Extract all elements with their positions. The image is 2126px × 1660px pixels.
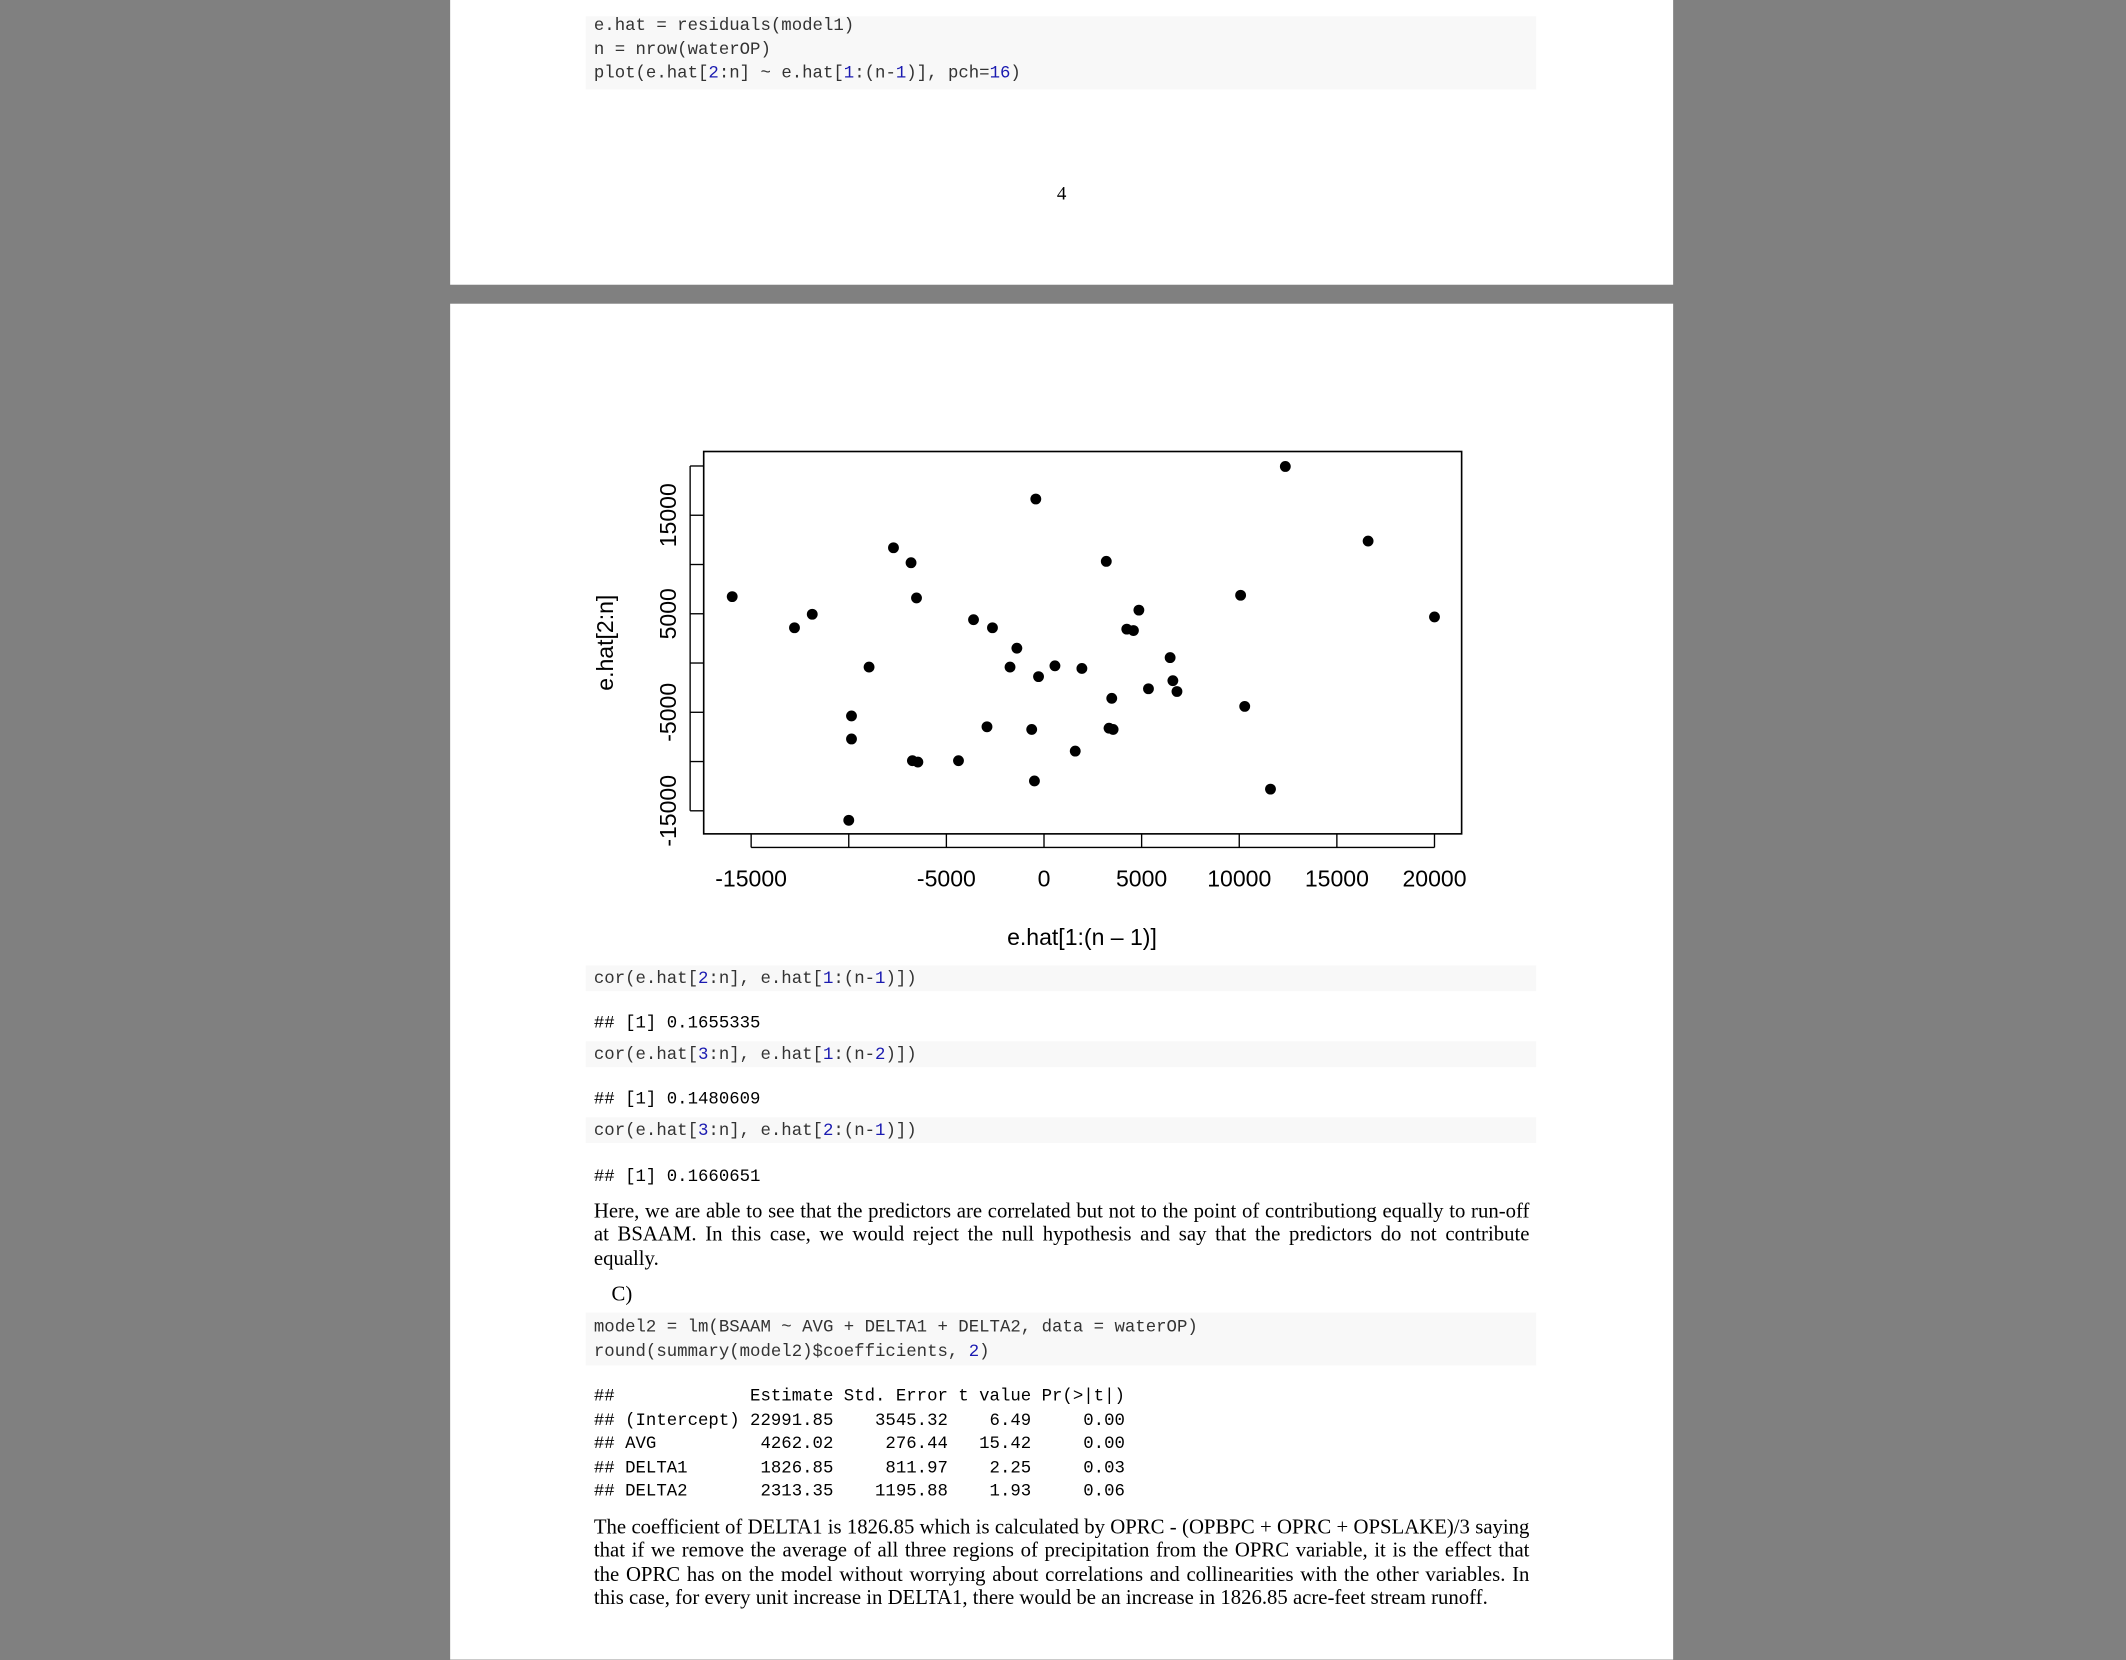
point — [1076, 663, 1088, 674]
output-line: ## [1] 0.1655335 — [593, 1012, 761, 1034]
x-tick-label: 10000 — [1207, 866, 1271, 892]
plot-frame — [702, 450, 1463, 835]
x-axis-label: e.hat[1:(n – 1)] — [1007, 924, 1157, 950]
code-line: n = nrow(waterOP) — [593, 38, 771, 60]
code-line: round(summary(model2)$coefficients, 2) — [593, 1340, 990, 1361]
point — [1030, 493, 1042, 505]
code-line: cor(e.hat[3:n], e.hat[1:(n-2)]) — [593, 1044, 917, 1065]
output-line: ## [1] 0.1480609 — [593, 1088, 761, 1110]
point — [806, 608, 818, 620]
y-tick-label: 15000 — [655, 483, 681, 547]
point — [846, 710, 857, 722]
point — [1362, 535, 1374, 547]
x-tick-label: -15000 — [715, 866, 787, 892]
point — [1011, 642, 1023, 654]
code-block — [585, 1041, 1537, 1068]
point — [1143, 683, 1154, 695]
x-tick-label: 20000 — [1402, 866, 1466, 892]
x-tick-label: -5000 — [917, 866, 976, 892]
y-tick-label: -15000 — [655, 775, 681, 847]
code-block — [585, 16, 1537, 90]
page-number: 4 — [1056, 184, 1067, 205]
x-tick-label: 5000 — [1116, 866, 1167, 892]
x-tick-label: 0 — [1038, 866, 1051, 892]
point — [1171, 686, 1183, 697]
table-row: ## DELTA2 2313.35 1195.88 1.93 0.06 — [593, 1481, 1125, 1502]
section-label: C) — [611, 1282, 633, 1306]
point — [987, 622, 998, 634]
point — [1133, 604, 1145, 616]
point — [1279, 461, 1291, 472]
y-axis-label: e.hat[2:n] — [592, 595, 618, 691]
point — [981, 721, 993, 733]
code-block — [585, 965, 1537, 992]
point — [1167, 675, 1179, 687]
table-row: ## Estimate Std. Error t value Pr(>|t|) — [593, 1385, 1125, 1407]
code-line: e.hat = residuals(model1) — [593, 14, 855, 36]
point — [1033, 671, 1044, 683]
scatter-plot: e.hat[1:(n – 1)] e.hat[2:n] -15000 -5000 0… — [592, 450, 1467, 950]
table-row: ## AVG 4262.02 276.44 15.42 0.00 — [593, 1433, 1125, 1454]
point — [1106, 692, 1118, 704]
table-row: ## DELTA1 1826.85 811.97 2.25 0.03 — [593, 1457, 1125, 1478]
point — [1164, 652, 1176, 664]
paragraph: Here, we are able to see that the predic… — [593, 1199, 1530, 1271]
code-block — [585, 1312, 1537, 1366]
code-line: cor(e.hat[2:n], e.hat[1:(n-1)]) — [593, 968, 917, 989]
point — [1429, 611, 1440, 623]
point — [912, 756, 924, 768]
code-line: model2 = lm(BSAAM ~ AVG + DELTA1 + DELTA… — [593, 1316, 1198, 1337]
point — [888, 542, 899, 554]
point — [843, 814, 855, 826]
paragraph: The coefficient of DELTA1 is 1826.85 whi… — [593, 1515, 1530, 1610]
point — [1049, 660, 1061, 672]
point — [1107, 724, 1119, 735]
point — [1128, 625, 1139, 636]
point — [863, 661, 875, 673]
code-block — [585, 1117, 1537, 1143]
x-tick-label: 15000 — [1305, 866, 1369, 892]
point — [1026, 724, 1038, 735]
point — [1239, 700, 1251, 712]
point — [911, 592, 922, 604]
point — [953, 755, 964, 767]
table-row: ## (Intercept) 22991.85 3545.32 6.49 0.0… — [593, 1409, 1125, 1430]
y-tick-label: -5000 — [655, 683, 681, 742]
point — [1265, 783, 1276, 795]
point — [789, 622, 800, 634]
output-line: ## [1] 0.1660651 — [593, 1166, 761, 1187]
code-line: cor(e.hat[3:n], e.hat[2:(n-1)]) — [593, 1119, 917, 1141]
code-line: plot(e.hat[2:n] ~ e.hat[1:(n-1)], pch=16… — [593, 62, 1021, 83]
point — [905, 557, 917, 569]
point — [846, 733, 857, 745]
point — [1100, 555, 1112, 567]
point — [726, 591, 738, 603]
point — [1235, 589, 1247, 601]
y-tick-label: 5000 — [655, 588, 681, 639]
point — [1029, 775, 1040, 787]
point — [1069, 745, 1081, 757]
point — [1004, 661, 1016, 673]
point — [968, 614, 979, 626]
